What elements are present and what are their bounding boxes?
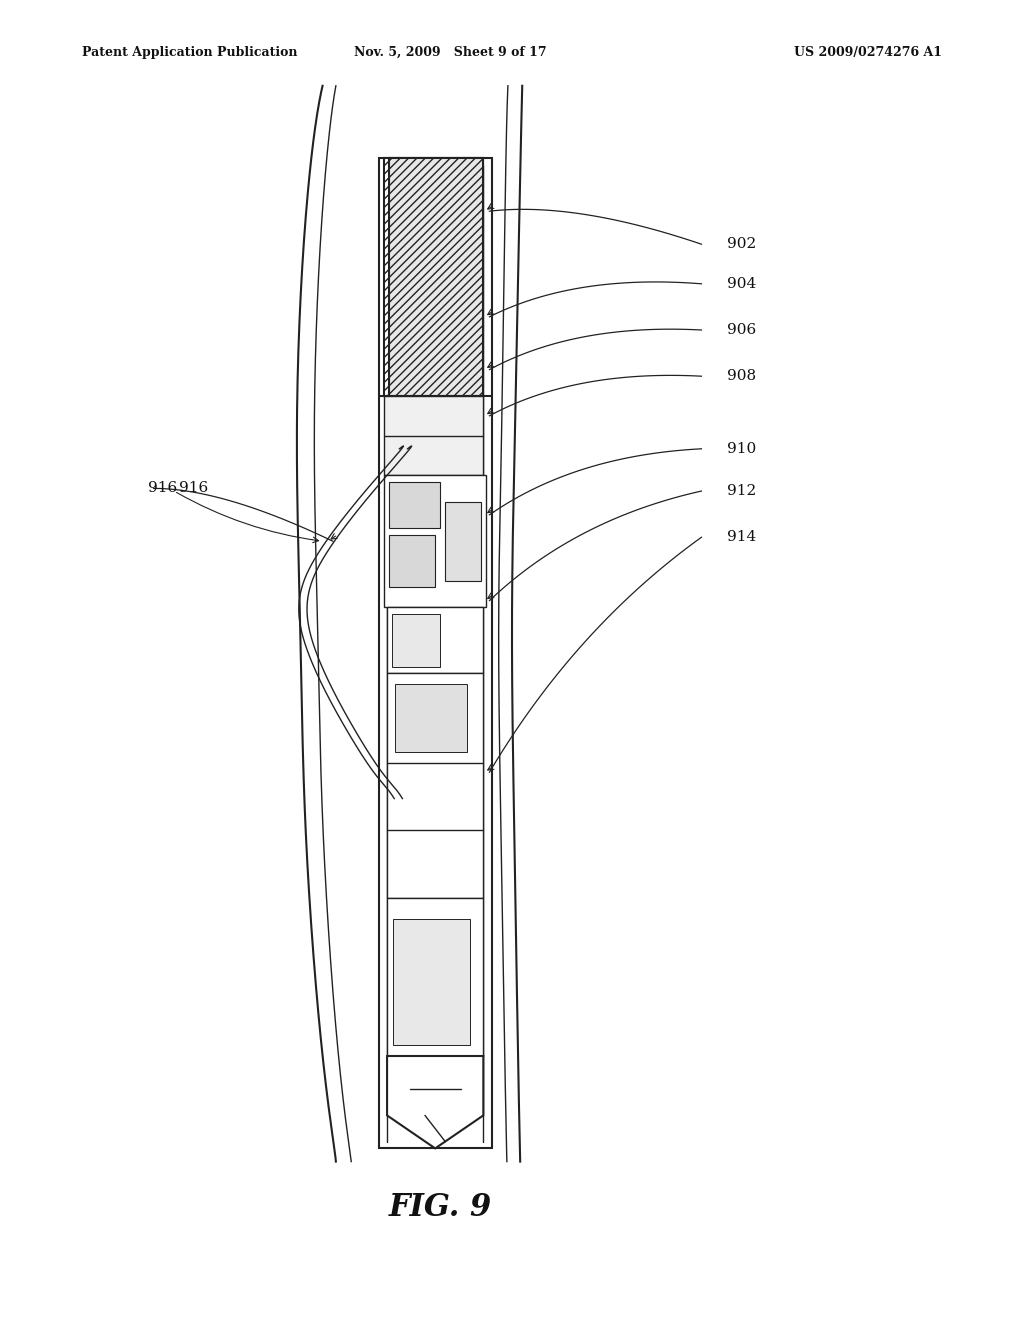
Text: 906: 906 [727, 323, 757, 337]
Text: 916: 916 [179, 482, 209, 495]
Polygon shape [389, 158, 483, 396]
Text: 904: 904 [727, 277, 757, 290]
Bar [384, 158, 483, 396]
Polygon shape [387, 1056, 483, 1148]
Bar [379, 158, 492, 1148]
Text: 912: 912 [727, 484, 757, 498]
Text: 902: 902 [727, 238, 757, 251]
Bar [387, 898, 483, 1056]
Text: 916: 916 [148, 482, 178, 495]
Text: US 2009/0274276 A1: US 2009/0274276 A1 [794, 46, 942, 59]
Bar [445, 502, 481, 581]
Bar [389, 535, 435, 587]
Bar [395, 685, 467, 752]
Bar [384, 475, 486, 607]
Text: 914: 914 [727, 531, 757, 544]
Bar [387, 607, 483, 673]
Bar [389, 482, 440, 528]
Text: Patent Application Publication: Patent Application Publication [82, 46, 297, 59]
Text: 910: 910 [727, 442, 757, 455]
Bar [384, 396, 483, 475]
Text: FIG. 9: FIG. 9 [389, 1192, 492, 1224]
Bar [393, 919, 470, 1045]
Text: Nov. 5, 2009   Sheet 9 of 17: Nov. 5, 2009 Sheet 9 of 17 [354, 46, 547, 59]
Bar [392, 614, 440, 667]
Bar [387, 673, 483, 898]
Text: 908: 908 [727, 370, 756, 383]
